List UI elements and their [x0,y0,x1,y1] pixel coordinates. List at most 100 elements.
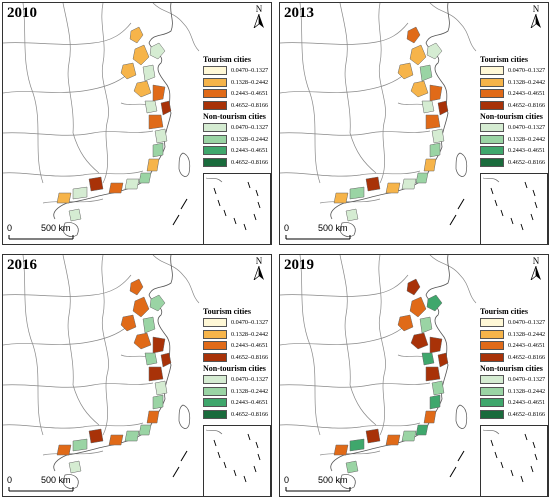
city-region [429,336,443,354]
boundary-dash [217,199,221,207]
boundary-dash [510,469,514,477]
legend-range-label: 0.2443–0.4651 [231,342,269,350]
city-region [409,44,427,66]
legend-swatch [203,352,227,362]
province-boundary [152,3,200,52]
legend-row: 0.1328–0.2442 [203,329,268,341]
city-region [146,410,160,424]
province-boundary [3,382,154,388]
scale-zero: 0 [284,475,290,485]
legend-range-label: 0.0470–0.1327 [508,319,546,327]
legend-range-label: 0.1328–0.2442 [508,135,546,143]
province-boundary [22,3,44,184]
boundary-dash [223,209,227,217]
city-region [148,366,164,382]
legend-row: 0.0470–0.1327 [203,65,268,77]
city-region [152,84,166,102]
legend-swatch [203,89,227,99]
north-label: N [532,4,540,14]
city-region [56,444,72,456]
south-china-sea-inset [480,173,548,244]
legend-swatch [203,100,227,110]
legend-swatch [480,123,504,133]
boundary-dash [457,450,465,462]
province-boundary [3,422,144,429]
city-region [406,26,421,44]
legend-range-label: 0.1328–0.2442 [508,387,546,395]
city-region [108,182,124,194]
province-boundary [3,72,130,94]
legend-range-label: 0.2443–0.4651 [231,399,269,407]
map-canvas [280,3,477,240]
legend-non-tourism-title: Non-tourism cities [480,364,543,373]
legend-range-label: 0.4652–0.8166 [508,158,546,166]
city-region [406,278,421,296]
city-region [56,192,72,204]
city-region [142,316,156,334]
city-region [401,430,417,442]
boundary-dash [257,201,261,209]
north-arrow-icon [253,265,264,282]
legend-range-label: 0.1328–0.2442 [231,387,269,395]
legend-row: 0.4652–0.8166 [203,157,268,169]
legend-range-label: 0.0470–0.1327 [508,376,546,384]
boundary-dash [520,223,524,231]
legend-row: 0.0470–0.1327 [203,374,268,386]
boundary-dash [255,441,259,449]
year-label: 2019 [284,257,314,273]
legend-range-label: 0.2443–0.4651 [231,147,269,155]
legend-range-label: 0.2443–0.4651 [508,90,546,98]
city-region [429,142,441,158]
city-region [124,178,140,190]
legend: Tourism cities 0.0470–0.1327 0.1328–0.2442… [480,55,545,168]
legend-swatch [480,341,504,351]
taiwan-outline [178,404,191,429]
south-china-sea-inset [203,173,271,244]
province-boundary [280,170,421,177]
city-region [415,424,429,436]
legend-swatch [480,386,504,396]
map-canvas [3,3,200,240]
legend-range-label: 0.1328–0.2442 [231,330,269,338]
boundary-dash [449,214,457,226]
boundary-dash [172,466,180,478]
city-region [425,114,441,130]
legend-range-label: 0.4652–0.8166 [508,353,546,361]
legend-swatch [480,134,504,144]
year-label: 2013 [284,5,314,21]
city-region [120,314,137,332]
city-region [129,26,144,44]
legend-range-label: 0.2443–0.4651 [508,147,546,155]
legend-row: 0.0470–0.1327 [480,122,545,134]
map-canvas [280,255,477,492]
legend-range-label: 0.1328–0.2442 [508,330,546,338]
boundary-dash [213,187,217,195]
legend: Tourism cities 0.0470–0.1327 0.1328–0.2442… [203,307,268,420]
map-panel: 2019 N Tourism cities 0.0470–0.1327 0.1328–0… [279,254,549,497]
legend-swatch [480,100,504,110]
legend-swatch [203,409,227,419]
legend-row: 0.4652–0.8166 [203,352,268,364]
north-label: N [255,4,263,14]
year-label: 2016 [7,257,37,273]
legend-range-label: 0.0470–0.1327 [231,124,269,132]
legend-row: 0.2443–0.4651 [480,397,545,409]
province-boundary [3,274,132,297]
city-region [129,278,144,296]
province-boundary [280,274,409,297]
legend-swatch [203,146,227,156]
city-region [146,158,160,172]
taiwan-outline [455,152,468,177]
coastline [330,255,450,472]
city-region [142,64,156,82]
hainan-outline [62,222,79,237]
city-region [88,428,104,444]
legend-row: 0.0470–0.1327 [203,317,268,329]
boundary-dash [494,199,498,207]
province-boundary [280,382,431,388]
legend-row: 0.1328–0.2442 [203,134,268,146]
taiwan-outline [178,152,191,177]
city-region [108,434,124,446]
boundary-dash [253,213,257,221]
map-panel: 2013 N Tourism cities 0.0470–0.1327 0.1328–0… [279,2,549,245]
